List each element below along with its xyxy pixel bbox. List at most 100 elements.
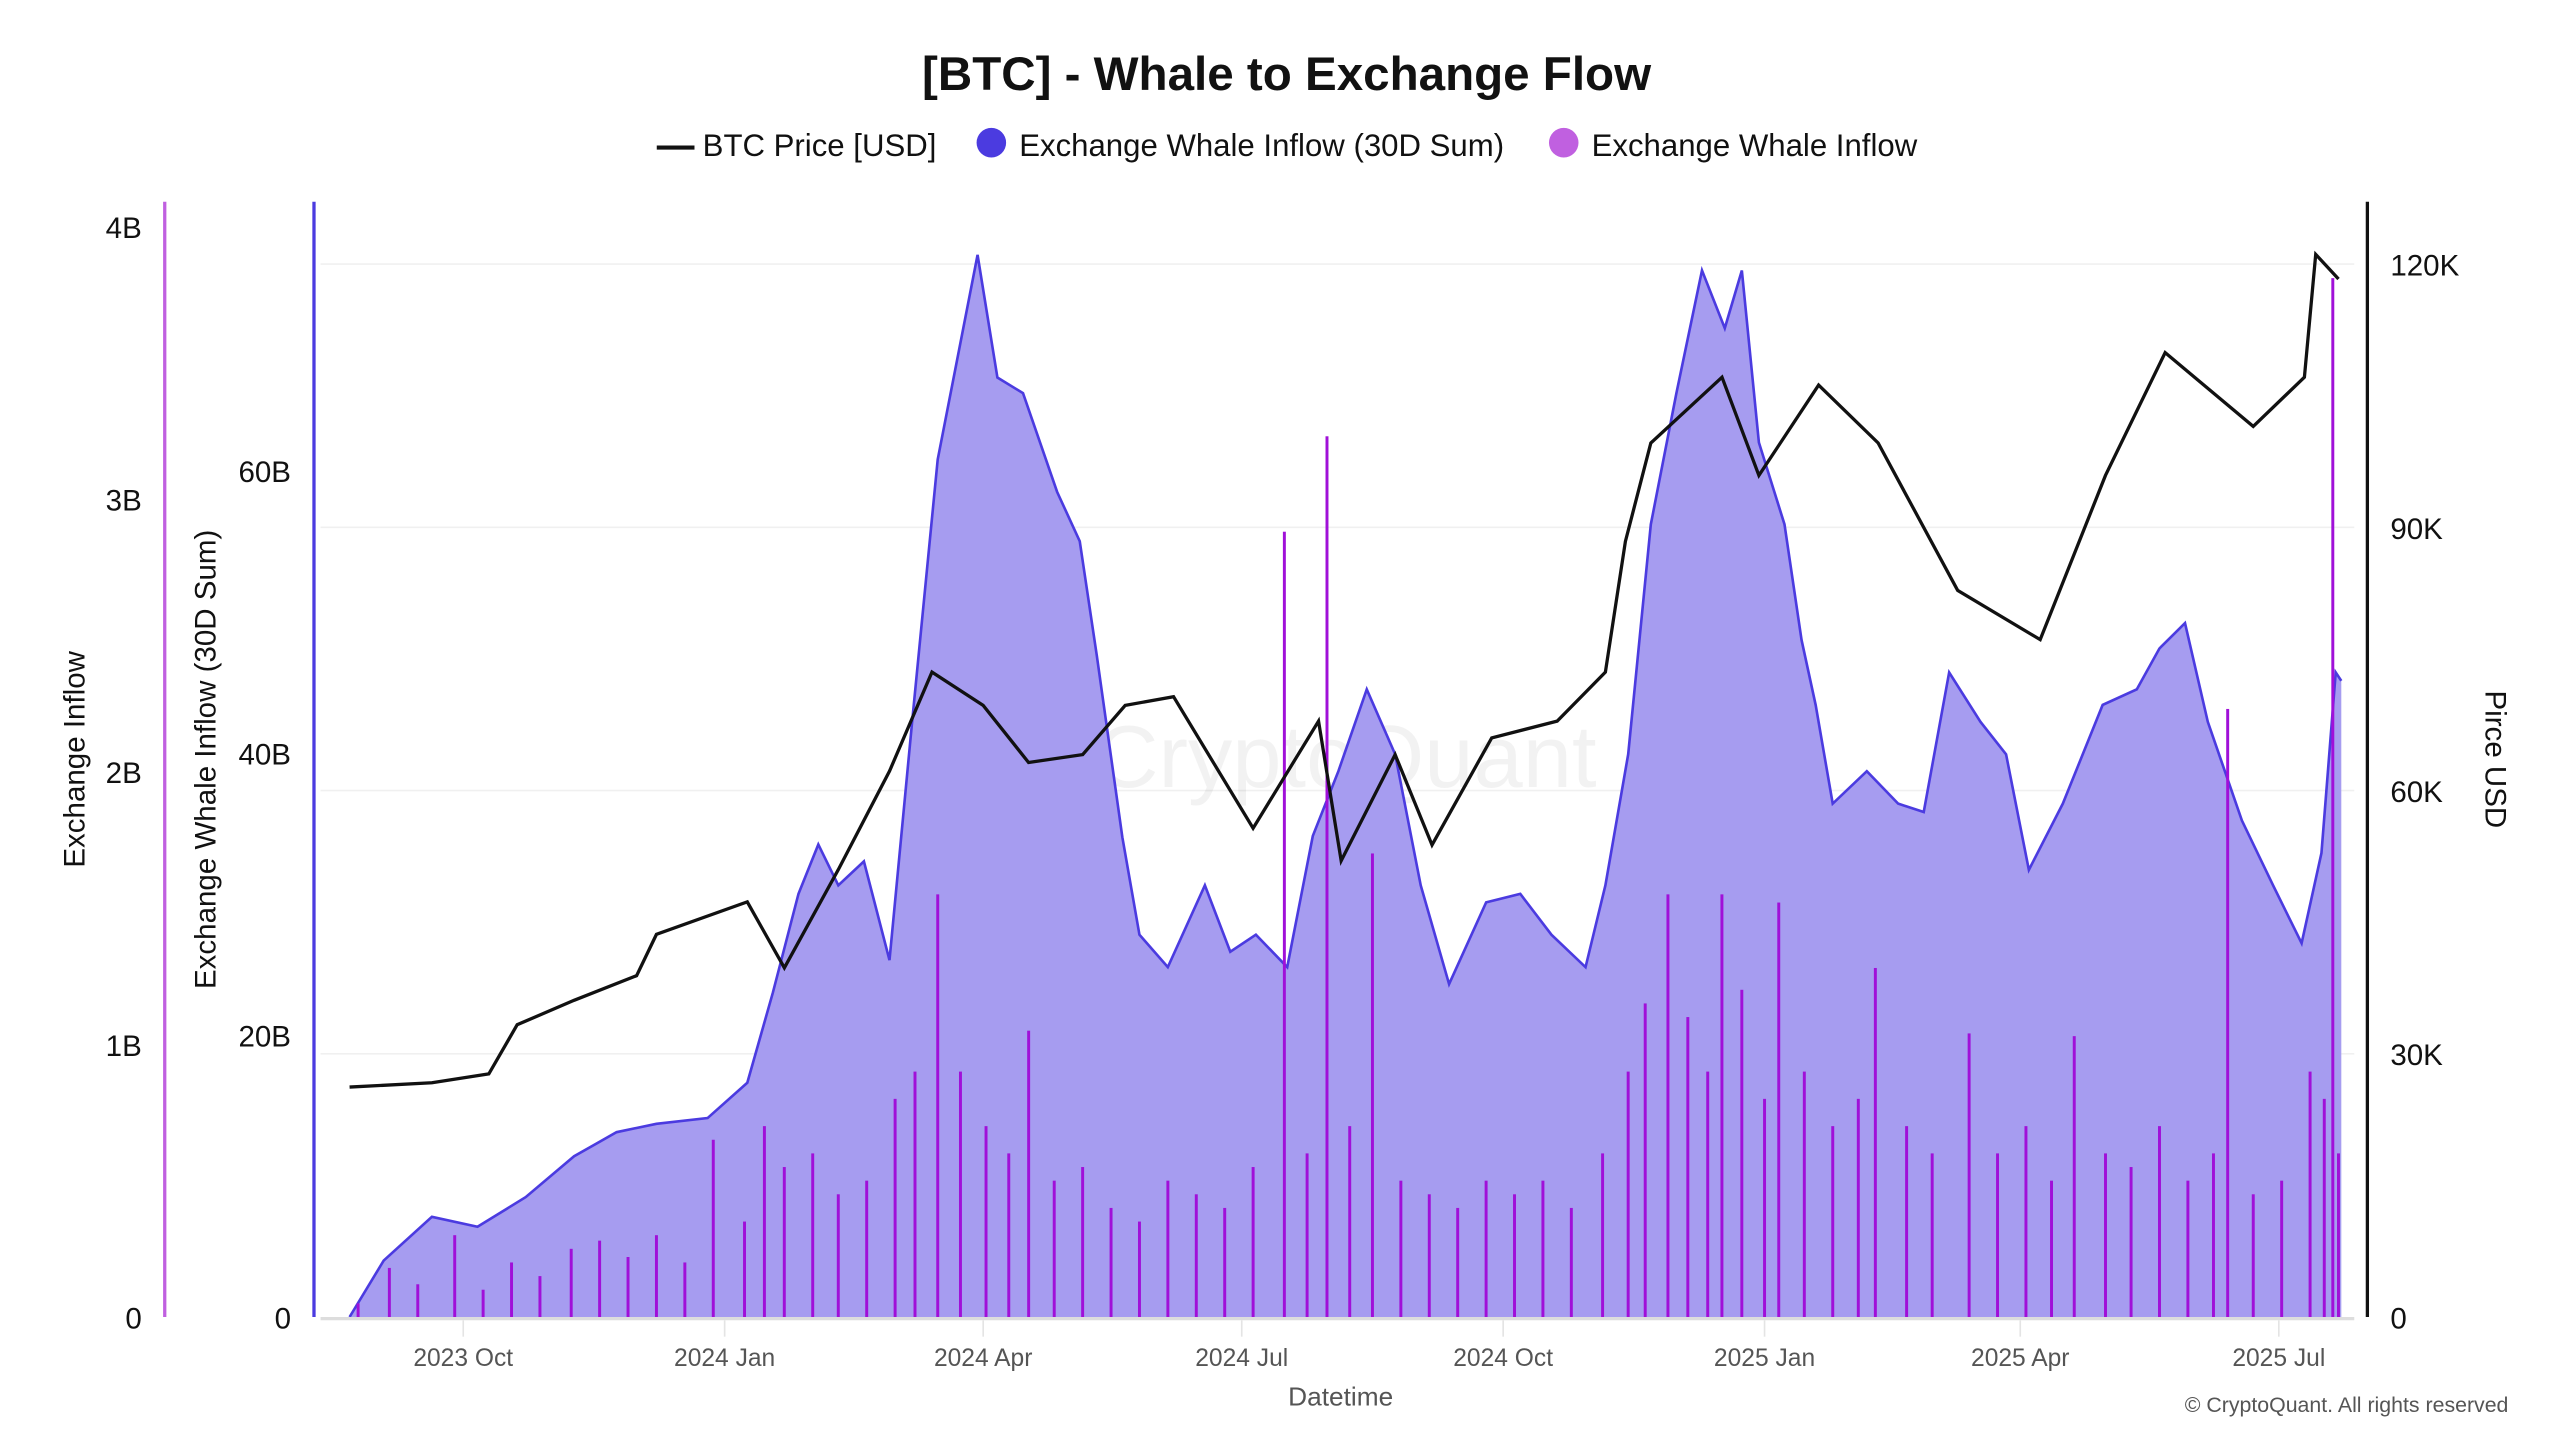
inflow-bar bbox=[1777, 902, 1781, 1317]
sum30d-tick-label: 0 bbox=[275, 1302, 291, 1335]
inflow-bars-layer bbox=[356, 278, 2340, 1317]
inflow-bar bbox=[1081, 1167, 1085, 1317]
inflow-bar bbox=[1666, 894, 1670, 1317]
legend-label: BTC Price [USD] bbox=[703, 128, 937, 163]
sum30d-line bbox=[348, 254, 2343, 1318]
inflow-bar bbox=[1905, 1126, 1909, 1317]
inflow-bar bbox=[1282, 531, 1286, 1317]
inflow-bar bbox=[1802, 1071, 1806, 1317]
inflow-bar bbox=[481, 1289, 485, 1317]
inflow-bar bbox=[510, 1262, 514, 1317]
x-tick-label: 2025 Jul bbox=[2232, 1345, 2325, 1372]
inflow-bar bbox=[1194, 1194, 1198, 1317]
inflow-bar bbox=[1251, 1167, 1255, 1317]
inflow-bar bbox=[762, 1126, 766, 1317]
inflow-bar bbox=[1109, 1207, 1113, 1317]
legend: BTC Price [USD] Exchange Whale Inflow (3… bbox=[656, 127, 1918, 163]
x-tick-label: 2025 Jan bbox=[1714, 1345, 1815, 1372]
legend-item-inflow[interactable]: Exchange Whale Inflow bbox=[1548, 127, 1918, 163]
price-tick-label: 30K bbox=[2390, 1039, 2443, 1072]
tick-labels: 0 1B 2B 3B 4B 0 20B 40B 60B 0 30K 60K 90K 120K 2023 Oc… bbox=[106, 212, 2460, 1372]
inflow-bar bbox=[626, 1257, 630, 1317]
inflow-bar bbox=[1027, 1030, 1031, 1317]
inflow-bar bbox=[1541, 1180, 1545, 1317]
inflow-bar bbox=[1706, 1071, 1710, 1317]
inflow-bar bbox=[1996, 1153, 2000, 1317]
inflow-bar bbox=[2337, 1153, 2340, 1317]
inflow-bar bbox=[2072, 1036, 2076, 1317]
inflow-bar bbox=[1720, 894, 1724, 1317]
price-tick-label: 0 bbox=[2390, 1302, 2406, 1335]
inflow-bar bbox=[2280, 1180, 2284, 1317]
inflow-bar bbox=[2158, 1126, 2161, 1317]
inflow-bar bbox=[1967, 1033, 1971, 1317]
inflow-bar bbox=[1052, 1180, 1056, 1317]
legend-circle-marker bbox=[1548, 127, 1579, 158]
inflow-bar bbox=[1873, 967, 1877, 1317]
legend-item-30d-sum[interactable]: Exchange Whale Inflow (30D Sum) bbox=[976, 128, 1505, 163]
inflow-bar bbox=[984, 1126, 988, 1317]
price-axis-title: Pirce USD bbox=[2478, 690, 2511, 828]
inflow-bar bbox=[1007, 1153, 1011, 1317]
inflow-bar bbox=[1643, 1003, 1647, 1317]
inflow-bar bbox=[416, 1284, 420, 1317]
chart-title: [BTC] - Whale to Exchange Flow bbox=[922, 48, 1652, 101]
inflow-bar bbox=[1763, 1098, 1767, 1317]
x-tick-label: 2024 Oct bbox=[1453, 1345, 1553, 1372]
inflow-bar bbox=[936, 894, 940, 1317]
legend-label: Exchange Whale Inflow bbox=[1592, 128, 1918, 163]
inflow-bar bbox=[1223, 1207, 1227, 1317]
inflow-bar bbox=[356, 1303, 360, 1317]
inflow-bar bbox=[893, 1098, 897, 1317]
inflow-bar bbox=[1740, 989, 1744, 1317]
inflow-bar bbox=[453, 1235, 457, 1317]
legend-item-btc-price[interactable]: BTC Price [USD] bbox=[656, 128, 937, 163]
inflow-bar bbox=[1686, 1017, 1690, 1317]
legend-label: Exchange Whale Inflow (30D Sum) bbox=[1019, 128, 1504, 163]
inflow-bar bbox=[1399, 1180, 1403, 1317]
inflow-bar bbox=[683, 1262, 687, 1317]
sum30d-tick-label: 20B bbox=[238, 1020, 291, 1053]
x-tick-label: 2024 Jul bbox=[1195, 1345, 1288, 1372]
x-axis-title: Datetime bbox=[1288, 1382, 1393, 1412]
inflow-bar bbox=[836, 1194, 840, 1317]
price-line-layer bbox=[349, 250, 2340, 1089]
inflow-tick-label: 1B bbox=[106, 1030, 142, 1063]
inflow-bar bbox=[2129, 1167, 2133, 1317]
x-tick-label: 2024 Jan bbox=[674, 1345, 775, 1372]
inflow-bar bbox=[1513, 1194, 1516, 1317]
inflow-bar bbox=[1305, 1153, 1309, 1317]
inflow-bar bbox=[1456, 1207, 1460, 1317]
inflow-bar bbox=[2251, 1194, 2255, 1317]
price-tick-label: 120K bbox=[2390, 250, 2459, 283]
inflow-bar bbox=[1856, 1098, 1860, 1317]
inflow-bar bbox=[1325, 436, 1329, 1317]
sum30d-tick-label: 60B bbox=[238, 456, 291, 489]
inflow-bar bbox=[1484, 1180, 1488, 1317]
sum30d-area-layer bbox=[348, 254, 2343, 1318]
inflow-bar bbox=[913, 1071, 917, 1317]
inflow-bar bbox=[1626, 1071, 1630, 1317]
copyright: © CryptoQuant. All rights reserved bbox=[2185, 1393, 2509, 1417]
inflow-bar bbox=[743, 1221, 746, 1317]
inflow-bar bbox=[1348, 1126, 1352, 1317]
inflow-bar bbox=[1427, 1194, 1431, 1317]
inflow-bar bbox=[2322, 1098, 2326, 1317]
sum30d-axis-title: Exchange Whale Inflow (30D Sum) bbox=[190, 530, 223, 989]
inflow-tick-label: 4B bbox=[106, 212, 142, 245]
inflow-bar bbox=[958, 1071, 962, 1317]
price-tick-label: 90K bbox=[2390, 513, 2443, 546]
inflow-bar bbox=[2211, 1153, 2215, 1317]
inflow-bar bbox=[811, 1153, 815, 1317]
inflow-bar bbox=[1601, 1153, 1605, 1317]
inflow-bar bbox=[387, 1267, 391, 1317]
inflow-bar bbox=[711, 1139, 715, 1317]
inflow-bar bbox=[865, 1180, 869, 1317]
x-tick-label: 2023 Oct bbox=[413, 1345, 513, 1372]
sum30d-area bbox=[349, 254, 2342, 1317]
inflow-bar bbox=[2024, 1126, 2028, 1317]
inflow-bar bbox=[538, 1276, 542, 1317]
inflow-bar bbox=[2308, 1071, 2312, 1317]
inflow-tick-label: 0 bbox=[125, 1302, 141, 1335]
x-tick-label: 2025 Apr bbox=[1971, 1345, 2069, 1372]
